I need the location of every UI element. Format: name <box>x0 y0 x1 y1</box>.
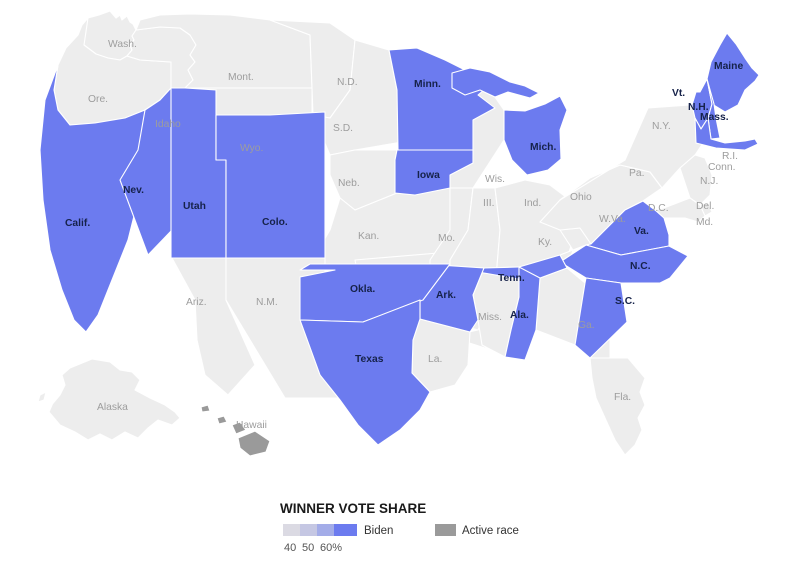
svg-text:Wis.: Wis. <box>485 174 505 185</box>
svg-text:III.: III. <box>483 198 494 209</box>
svg-text:Nev.: Nev. <box>123 185 144 196</box>
svg-text:Iowa: Iowa <box>417 170 440 181</box>
svg-text:Calif.: Calif. <box>65 218 90 229</box>
svg-text:N.M.: N.M. <box>256 297 278 308</box>
svg-text:Tenn.: Tenn. <box>498 273 525 284</box>
svg-text:N.C.: N.C. <box>630 261 651 272</box>
svg-text:Ga.: Ga. <box>578 320 595 331</box>
svg-text:Ariz.: Ariz. <box>186 297 207 308</box>
svg-text:N.Y.: N.Y. <box>652 121 671 132</box>
svg-text:Ky.: Ky. <box>538 237 552 248</box>
svg-text:Texas: Texas <box>355 354 384 365</box>
svg-text:Miss.: Miss. <box>478 312 502 323</box>
svg-text:Md.: Md. <box>696 217 713 228</box>
svg-text:Va.: Va. <box>634 226 649 237</box>
svg-text:Mass.: Mass. <box>700 112 729 123</box>
svg-text:Wash.: Wash. <box>108 39 137 50</box>
svg-text:WINNER VOTE SHARE: WINNER VOTE SHARE <box>280 501 426 516</box>
svg-text:Neb.: Neb. <box>338 178 360 189</box>
svg-text:R.I.: R.I. <box>722 151 738 162</box>
svg-text:Maine: Maine <box>714 61 743 72</box>
svg-text:Del.: Del. <box>696 201 714 212</box>
svg-text:Colo.: Colo. <box>262 217 288 228</box>
svg-text:Utah: Utah <box>183 201 206 212</box>
svg-text:Hawaii: Hawaii <box>236 420 267 431</box>
svg-text:Mich.: Mich. <box>530 142 556 153</box>
svg-text:Mo.: Mo. <box>438 233 455 244</box>
svg-text:Ala.: Ala. <box>510 310 529 321</box>
svg-text:Minn.: Minn. <box>414 79 441 90</box>
svg-text:Kan.: Kan. <box>358 231 379 242</box>
svg-text:60%: 60% <box>320 542 342 554</box>
svg-text:S.C.: S.C. <box>615 296 635 307</box>
svg-text:40: 40 <box>284 542 296 554</box>
svg-text:Ohio: Ohio <box>570 192 592 203</box>
svg-text:La.: La. <box>428 354 442 365</box>
svg-text:Fla.: Fla. <box>614 392 631 403</box>
svg-text:N.D.: N.D. <box>337 77 358 88</box>
svg-text:Okla.: Okla. <box>350 284 375 295</box>
svg-text:Ore.: Ore. <box>88 94 108 105</box>
svg-text:Alaska: Alaska <box>97 402 128 413</box>
svg-text:Conn.: Conn. <box>708 162 735 173</box>
svg-text:Ind.: Ind. <box>524 198 541 209</box>
svg-text:Ark.: Ark. <box>436 290 456 301</box>
svg-text:50: 50 <box>302 542 314 554</box>
svg-text:Idaho: Idaho <box>155 119 181 130</box>
svg-text:Vt.: Vt. <box>672 88 685 99</box>
svg-text:W.Va.: W.Va. <box>599 214 626 225</box>
svg-text:Pa.: Pa. <box>629 168 644 179</box>
svg-text:Wyo.: Wyo. <box>240 143 263 154</box>
svg-text:Biden: Biden <box>364 525 393 537</box>
svg-text:Active race: Active race <box>462 525 519 537</box>
svg-text:Mont.: Mont. <box>228 72 254 83</box>
svg-text:N.J.: N.J. <box>700 176 718 187</box>
svg-text:S.D.: S.D. <box>333 123 353 134</box>
svg-text:D.C.: D.C. <box>648 203 669 214</box>
